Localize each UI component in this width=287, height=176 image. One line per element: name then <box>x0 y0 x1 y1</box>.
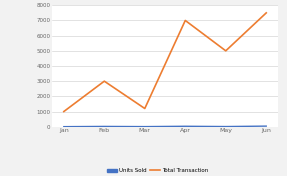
Legend: Units Sold, Total Transaction: Units Sold, Total Transaction <box>107 168 209 173</box>
